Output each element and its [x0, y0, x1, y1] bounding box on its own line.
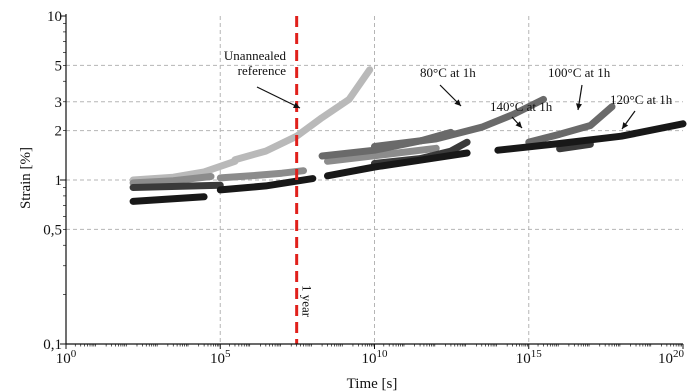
y-tick-label: 3 — [55, 95, 63, 111]
annotation-arrowhead — [622, 122, 629, 129]
series-5 — [129, 120, 687, 205]
annotation-c100: 100°C at 1h — [548, 65, 611, 111]
series-segment — [525, 103, 616, 146]
series-segment — [494, 120, 687, 154]
x-tick-label: 105 — [210, 348, 231, 367]
series-segment — [231, 66, 374, 164]
y-tick-label: 0,5 — [43, 222, 62, 238]
annotation-text: 100°C at 1h — [548, 65, 611, 80]
annotation-text: reference — [238, 63, 287, 78]
series-segment — [216, 167, 307, 182]
y-axis-title: Strain [%] — [18, 147, 34, 209]
x-tick-label: 100 — [56, 348, 77, 367]
y-tick-label: 1 — [55, 173, 63, 189]
annotation-c140: 140°C at 1h — [490, 99, 553, 129]
y-tick-label: 5 — [55, 58, 63, 74]
series-segment — [216, 175, 317, 194]
series-3 — [318, 95, 616, 160]
annotation-text: 80°C at 1h — [420, 65, 476, 80]
data-series — [129, 66, 687, 205]
annotation-text: 120°C at 1h — [610, 92, 673, 107]
annotation-arrowhead — [575, 103, 583, 110]
axes — [60, 14, 684, 349]
x-tick-label: 1015 — [516, 348, 543, 367]
series-segment — [129, 173, 215, 187]
annotation-c80: 80°C at 1h — [420, 65, 476, 107]
y-tick-label: 0,1 — [43, 337, 62, 353]
annotation-text: 140°C at 1h — [490, 99, 553, 114]
x-axis-title: Time [s] — [347, 376, 398, 392]
series-segment — [556, 140, 594, 153]
series-2 — [129, 144, 440, 187]
series-segment — [324, 144, 440, 165]
tick-labels: 0,1 0,5 1 2 3 5 10 100 105 1010 1015 1020 — [43, 9, 684, 367]
series-segment — [129, 181, 224, 191]
annotation-arrowhead — [293, 102, 300, 108]
series-segment — [129, 193, 208, 205]
annotation-text: Unannealed — [224, 48, 287, 63]
x-tick-label: 1020 — [658, 348, 685, 367]
one-year-reference-line: 1 year — [295, 16, 315, 344]
x-tick-label: 1010 — [362, 348, 389, 367]
one-year-label: 1 year — [300, 285, 315, 318]
annotation-arrowhead — [454, 99, 461, 106]
annotation-arrowhead — [515, 121, 522, 128]
series-segment — [324, 149, 471, 180]
series-segment — [371, 95, 547, 150]
annotation-arrow — [256, 86, 301, 109]
annotation-c120: 120°C at 1h — [610, 92, 673, 130]
y-tick-label: 10 — [47, 9, 62, 25]
y-tick-label: 2 — [55, 124, 63, 140]
